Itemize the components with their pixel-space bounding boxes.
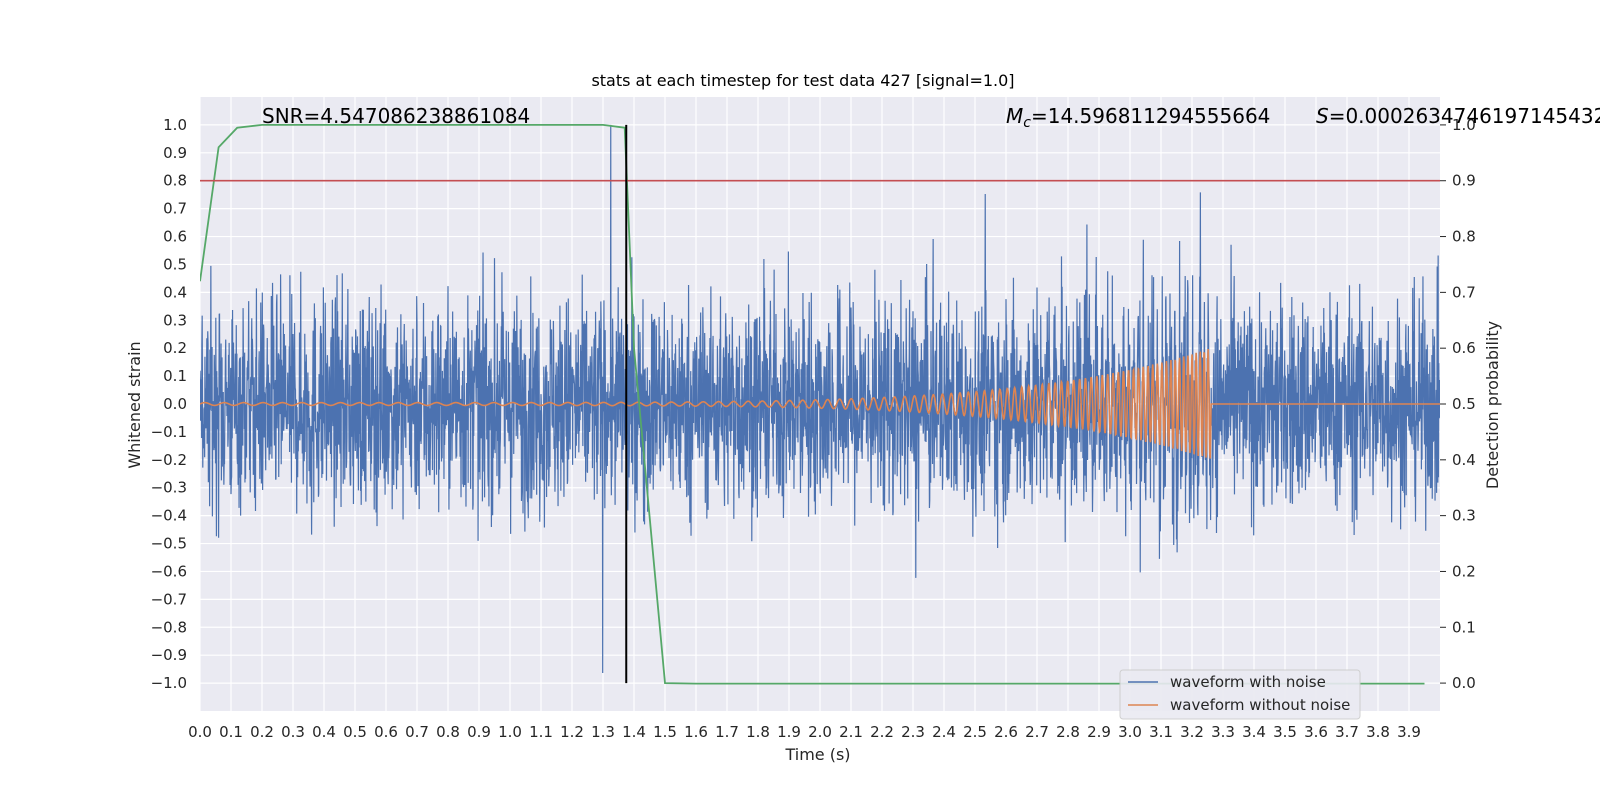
legend-box	[1119, 669, 1361, 720]
x-tick-label: 0.5	[343, 723, 367, 741]
y-left-tick-label: 1.0	[163, 116, 187, 134]
x-tick-label: 0.8	[436, 723, 460, 741]
x-tick-label: 0.1	[219, 723, 243, 741]
x-tick-label: 1.2	[560, 723, 584, 741]
x-tick-label: 1.4	[622, 723, 646, 741]
y-left-tick-label: 0.5	[163, 255, 187, 273]
x-tick-label: 2.2	[870, 723, 894, 741]
series-waveform-without-noise	[200, 348, 1440, 459]
x-tick-label: 3.8	[1366, 723, 1390, 741]
x-tick-label: 3.9	[1397, 723, 1421, 741]
x-tick-label: 1.3	[591, 723, 615, 741]
y-left-tick-label: 0.3	[163, 311, 187, 329]
s-symbol: S	[1316, 104, 1329, 128]
x-tick-label: 1.1	[529, 723, 553, 741]
probability-line	[200, 124, 1425, 685]
chirp-line	[200, 348, 1440, 459]
x-tick-label: 2.3	[901, 723, 925, 741]
y-left-tick-label: 0.0	[163, 395, 187, 413]
x-tick-label: 3.7	[1335, 723, 1359, 741]
x-tick-label: 0.9	[467, 723, 491, 741]
x-tick-label: 2.4	[932, 723, 956, 741]
x-tick-label: 1.7	[715, 723, 739, 741]
y-left-tick-label: −0.3	[151, 479, 187, 497]
x-tick-label: 0.3	[281, 723, 305, 741]
y-right-tick-label: 0.0	[1452, 674, 1476, 692]
y-left-tick-label: 0.1	[163, 367, 187, 385]
y-left-tick-label: 0.8	[163, 172, 187, 190]
series-waveform-with-noise	[200, 124, 1440, 673]
y-right-tick-label: 0.5	[1452, 395, 1476, 413]
y-left-tick-label: 0.2	[163, 339, 187, 357]
y-axis-right-label: Detection probability	[1483, 321, 1502, 489]
y-right-tick-label: 0.2	[1452, 562, 1476, 580]
legend-label-clean: waveform without noise	[1170, 696, 1350, 714]
x-tick-label: 3.0	[1118, 723, 1142, 741]
snr-annotation: SNR=4.547086238861084	[262, 104, 530, 128]
y-left-tick-label: −0.7	[151, 590, 187, 608]
x-tick-label: 3.5	[1273, 723, 1297, 741]
legend-label-noise: waveform with noise	[1170, 673, 1326, 691]
s-annotation: S=0.00026347461971454322	[1316, 104, 1600, 128]
legend: waveform with noise waveform without noi…	[1119, 669, 1361, 720]
x-axis-ticks: 0.0 0.1 0.2 0.3 0.4 0.5 0.6 0.7 0.8 0.9 1.0 1.1 1.2 1…	[188, 723, 1421, 741]
x-tick-label: 3.3	[1211, 723, 1235, 741]
y-left-tick-label: −0.8	[151, 618, 187, 636]
mc-annotation: Mc=14.596811294555664	[1006, 104, 1270, 131]
x-tick-label: 0.2	[250, 723, 274, 741]
x-tick-label: 3.2	[1180, 723, 1204, 741]
mc-subscript: c	[1023, 115, 1031, 131]
x-tick-label: 0.4	[312, 723, 336, 741]
mc-symbol: M	[1006, 104, 1023, 128]
x-tick-label: 2.9	[1087, 723, 1111, 741]
s-value: =0.00026347461971454322	[1329, 104, 1600, 128]
y-right-tick-label: 0.6	[1452, 339, 1476, 357]
x-tick-label: 3.4	[1242, 723, 1266, 741]
y-right-tick-label: 0.1	[1452, 618, 1476, 636]
x-tick-label: 2.8	[1056, 723, 1080, 741]
x-tick-label: 0.6	[374, 723, 398, 741]
y-left-tick-label: −1.0	[151, 674, 187, 692]
x-tick-label: 1.0	[498, 723, 522, 741]
y-right-tick-label: 0.8	[1452, 228, 1476, 246]
y-right-tick-label: 0.7	[1452, 283, 1476, 301]
y-left-tick-label: −0.5	[151, 535, 187, 553]
x-tick-label: 2.5	[963, 723, 987, 741]
y-left-tick-label: −0.6	[151, 562, 187, 580]
x-tick-label: 0.0	[188, 723, 212, 741]
series-detection-probability	[200, 124, 1425, 685]
y-right-tick-label: 0.9	[1452, 172, 1476, 190]
x-tick-label: 1.6	[684, 723, 708, 741]
x-tick-label: 3.1	[1149, 723, 1173, 741]
x-tick-label: 2.6	[994, 723, 1018, 741]
y-left-tick-label: −0.4	[151, 507, 187, 525]
x-tick-label: 2.7	[1025, 723, 1049, 741]
x-tick-label: 2.1	[839, 723, 863, 741]
x-tick-label: 0.7	[405, 723, 429, 741]
y-left-tick-label: 0.4	[163, 283, 187, 301]
noise-line	[200, 124, 1440, 673]
y-right-tick-label: 1.0	[1452, 116, 1476, 134]
y-left-tick-label: −0.2	[151, 451, 187, 469]
y-right-tick-label: 0.3	[1452, 507, 1476, 525]
x-tick-label: 1.9	[777, 723, 801, 741]
y-left-tick-label: 0.9	[163, 144, 187, 162]
x-tick-label: 1.8	[746, 723, 770, 741]
y-axis-right-ticks: 1.0 0.9 0.8 0.7 0.6 0.5 0.4 0.3 0.2 0.1 0.0	[1440, 116, 1476, 692]
mc-value: =14.596811294555664	[1031, 104, 1270, 128]
y-axis-left-label: Whitened strain	[125, 341, 144, 468]
y-left-tick-label: 0.6	[163, 228, 187, 246]
x-axis-label: Time (s)	[784, 745, 850, 764]
y-right-tick-label: 0.4	[1452, 451, 1476, 469]
x-tick-label: 3.6	[1304, 723, 1328, 741]
x-tick-label: 1.5	[653, 723, 677, 741]
x-tick-label: 2.0	[808, 723, 832, 741]
y-left-tick-label: −0.9	[151, 646, 187, 664]
y-left-tick-label: 0.7	[163, 200, 187, 218]
chart-title: stats at each timestep for test data 427…	[591, 71, 1014, 90]
y-axis-left-ticks: 1.0 0.9 0.8 0.7 0.6 0.5 0.4 0.3 0.2 0.1 0.0 −0.1 −0.…	[151, 116, 187, 692]
y-left-tick-label: −0.1	[151, 423, 187, 441]
